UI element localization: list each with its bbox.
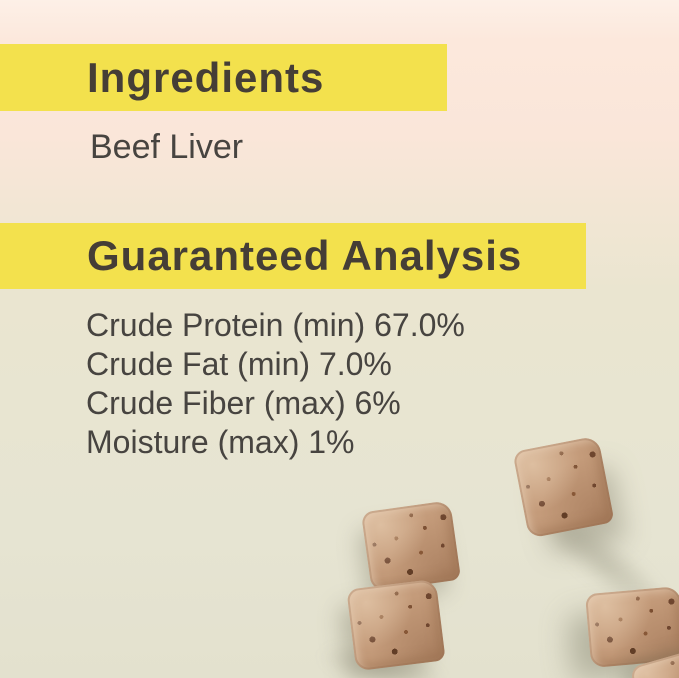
analysis-value: 1% xyxy=(308,424,355,460)
analysis-value: 67.0% xyxy=(374,307,465,343)
analysis-row-protein: Crude Protein (min) 67.0% xyxy=(86,306,465,345)
analysis-qualifier: (max) xyxy=(217,424,300,460)
treat-cube xyxy=(360,500,462,592)
treat-cube xyxy=(512,435,615,539)
analysis-label: Crude Fat xyxy=(86,346,229,382)
analysis-value: 7.0% xyxy=(318,346,392,382)
analysis-qualifier: (min) xyxy=(237,346,311,382)
analysis-label: Crude Protein xyxy=(86,307,284,343)
analysis-heading: Guaranteed Analysis xyxy=(87,232,523,279)
ingredients-heading-bar: Ingredients xyxy=(0,44,447,111)
ingredients-heading: Ingredients xyxy=(87,53,325,101)
analysis-heading-bar: Guaranteed Analysis xyxy=(0,223,586,289)
analysis-qualifier: (max) xyxy=(263,385,346,421)
ingredient-item: Beef Liver xyxy=(90,128,244,166)
analysis-label: Moisture xyxy=(86,424,209,460)
analysis-row-fiber: Crude Fiber (max) 6% xyxy=(86,384,465,423)
analysis-row-fat: Crude Fat (min) 7.0% xyxy=(86,345,465,384)
analysis-rows: Crude Protein (min) 67.0% Crude Fat (min… xyxy=(86,306,465,462)
analysis-qualifier: (min) xyxy=(292,307,366,343)
analysis-row-moisture: Moisture (max) 1% xyxy=(86,423,465,462)
analysis-value: 6% xyxy=(354,385,401,421)
treat-cube xyxy=(584,586,679,668)
analysis-label: Crude Fiber xyxy=(86,385,255,421)
treat-cube xyxy=(346,578,446,672)
